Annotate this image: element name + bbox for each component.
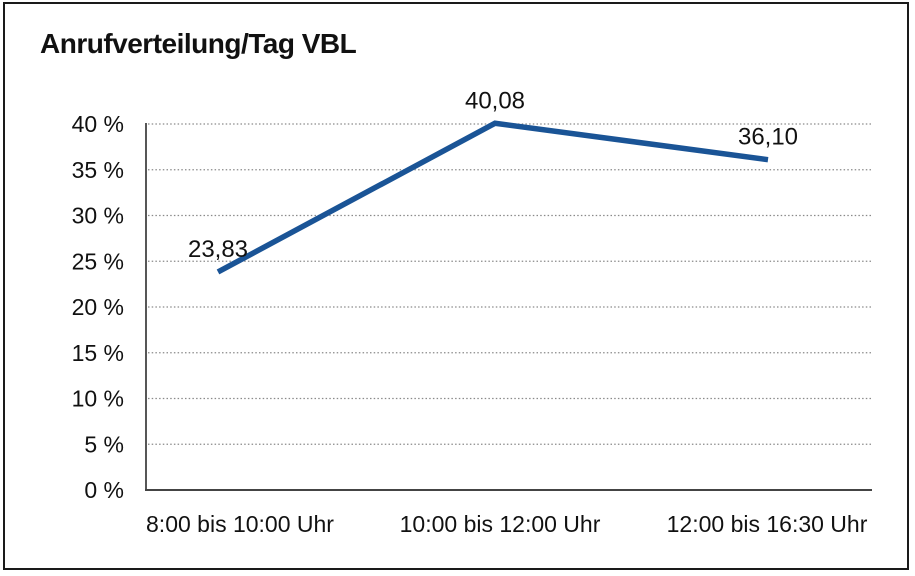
y-tick-label: 30 % — [72, 203, 124, 229]
data-point-label: 40,08 — [465, 87, 525, 114]
y-tick-label: 10 % — [72, 386, 124, 412]
x-category-label: 12:00 bis 16:30 Uhr — [667, 511, 868, 537]
y-tick-label: 35 % — [72, 157, 124, 183]
data-line-series — [216, 120, 769, 275]
y-tick-label: 15 % — [72, 340, 124, 366]
x-category-label: 8:00 bis 10:00 Uhr — [146, 511, 334, 537]
y-tick-label: 25 % — [72, 248, 124, 274]
data-point-label: 23,83 — [188, 236, 248, 263]
x-category-label: 10:00 bis 12:00 Uhr — [400, 511, 601, 537]
chart-title: Anrufverteilung/Tag VBL — [40, 28, 357, 59]
data-point-label: 36,10 — [738, 124, 798, 151]
y-tick-label: 40 % — [72, 111, 124, 137]
y-tick-label: 0 % — [84, 477, 124, 503]
y-tick-label: 20 % — [72, 294, 124, 320]
y-tick-label: 5 % — [84, 431, 124, 457]
